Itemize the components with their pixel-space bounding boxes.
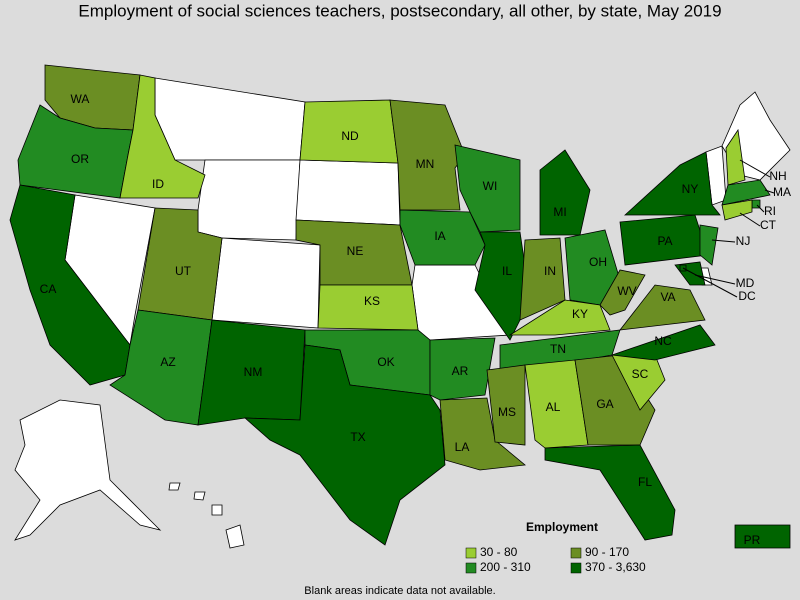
no-data-area: [225, 524, 245, 549]
state-label: NH: [769, 169, 786, 183]
state-label: OH: [589, 255, 607, 269]
state: [721, 179, 771, 206]
state-label: MS: [498, 405, 516, 419]
legend-label: 90 - 170: [585, 545, 629, 559]
state: [429, 337, 496, 401]
state-label: CT: [760, 218, 777, 232]
state-label: MN: [416, 157, 435, 171]
no-data-area: [168, 482, 181, 491]
state-label: NC: [654, 334, 672, 348]
state-label: PR: [744, 533, 761, 547]
state-label: MI: [553, 205, 566, 219]
state-label: MA: [773, 185, 791, 199]
state: [9, 184, 131, 386]
state-label: NJ: [736, 234, 751, 248]
state-label: ND: [341, 129, 359, 143]
leader-line: [739, 159, 771, 178]
no-data-area: [211, 237, 321, 329]
state: [243, 344, 446, 546]
state: [725, 128, 746, 186]
state: [539, 149, 591, 236]
state: [721, 199, 753, 221]
leader-line: [756, 204, 765, 213]
state-label: NM: [244, 365, 263, 379]
state-label: AL: [546, 400, 561, 414]
state: [699, 224, 719, 266]
footnote: Blank areas indicate data not available.: [304, 585, 495, 597]
state-label: AR: [452, 364, 469, 378]
leader-line: [694, 274, 736, 285]
state-label: KY: [572, 307, 588, 321]
state-label: WA: [71, 92, 90, 106]
state-label: SC: [632, 367, 649, 381]
no-data-area: [295, 159, 401, 226]
no-data-area: [193, 491, 206, 501]
leader-line: [711, 239, 736, 243]
state-label: IN: [544, 264, 556, 278]
state-label: MD: [736, 276, 755, 290]
state: [474, 231, 531, 341]
state-label: WV: [617, 284, 636, 298]
legend-title: Employment: [526, 520, 598, 534]
state-label: IA: [434, 229, 445, 243]
state-label: PA: [657, 234, 672, 248]
state-label: AZ: [160, 355, 175, 369]
state: [734, 524, 791, 549]
state: [619, 284, 706, 331]
legend-swatch: [570, 547, 582, 559]
state-label: KS: [364, 294, 380, 308]
legend-swatch: [465, 562, 477, 574]
leader-line: [682, 267, 738, 298]
no-data-area: [14, 399, 162, 541]
state-label: ID: [152, 177, 164, 191]
state: [508, 299, 611, 336]
state: [439, 397, 526, 471]
leader-line: [764, 189, 775, 194]
state-label: VA: [660, 290, 675, 304]
legend-swatch: [465, 547, 477, 559]
state-label: TN: [550, 342, 566, 356]
state-label: DC: [738, 289, 756, 303]
state-label: CA: [40, 282, 57, 296]
state: [611, 324, 716, 361]
state-label: RI: [764, 204, 776, 218]
state-label: GA: [596, 397, 613, 411]
state-label: OR: [71, 152, 89, 166]
state: [119, 74, 206, 199]
state: [524, 359, 589, 449]
state-label: LA: [455, 440, 470, 454]
no-data-area: [211, 504, 223, 516]
legend-label: 200 - 310: [480, 560, 531, 574]
state-label: IL: [502, 264, 512, 278]
legend-swatch: [570, 562, 582, 574]
legend-label: 370 - 3,630: [585, 560, 646, 574]
no-data-area: [197, 159, 301, 241]
state-label: UT: [175, 264, 192, 278]
state: [623, 151, 721, 216]
state-label: NE: [347, 244, 364, 258]
state: [544, 444, 676, 541]
leader-line: [739, 212, 761, 227]
state-label: WI: [483, 179, 498, 193]
state: [389, 99, 466, 211]
state: [599, 269, 646, 316]
state-label: TX: [350, 430, 365, 444]
state-label: NY: [682, 182, 699, 196]
state-label: FL: [638, 475, 652, 489]
state: [486, 364, 526, 446]
legend-label: 30 - 80: [480, 545, 518, 559]
map-title: Employment of social sciences teachers, …: [78, 1, 721, 20]
state-label: OK: [377, 355, 394, 369]
